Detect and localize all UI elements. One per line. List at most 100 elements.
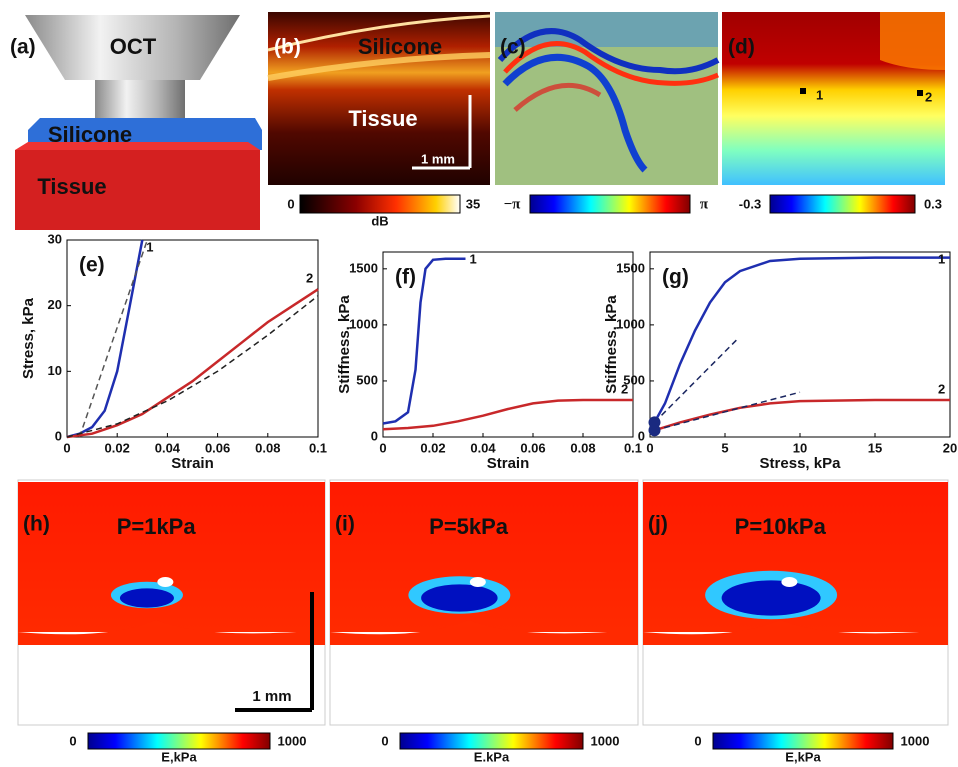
- data-line: [383, 400, 633, 429]
- colorbar-max: 1000: [278, 733, 307, 748]
- colorbar-min: 0: [69, 733, 76, 748]
- y-tick-label: 1500: [349, 260, 378, 275]
- x-tick-label: 0.04: [470, 440, 496, 455]
- colorbar-max: 1000: [591, 733, 620, 748]
- x-axis-label: Stress, kPa: [760, 455, 842, 472]
- panel-label: (d): [728, 36, 755, 59]
- colorbar-min: -0.3: [739, 196, 761, 211]
- x-tick-label: 0.02: [105, 440, 130, 455]
- colorbar: [713, 733, 893, 749]
- soft-region: [421, 584, 498, 611]
- series-label: 1: [146, 239, 153, 254]
- colorbar-unit: dB: [371, 213, 388, 228]
- series-label: 2: [306, 271, 313, 286]
- colorbar: [88, 733, 270, 749]
- y-axis-label: Stress, kPa: [20, 297, 37, 379]
- x-axis-label: Strain: [487, 455, 530, 472]
- x-tick-label: 0: [646, 440, 653, 455]
- colorbar-max: 35: [466, 196, 480, 211]
- colorbar: [400, 733, 583, 749]
- data-line: [655, 400, 951, 430]
- x-tick-label: 0.08: [570, 440, 595, 455]
- silicone-label: Silicone: [358, 34, 442, 59]
- y-axis-label: Stiffness, kPa: [603, 295, 620, 394]
- x-tick-label: 0.06: [520, 440, 545, 455]
- x-tick-label: 20: [943, 440, 957, 455]
- colorbar: [770, 195, 915, 213]
- y-tick-label: 1500: [616, 260, 645, 275]
- colorbar-min: 0: [381, 733, 388, 748]
- soft-region: [157, 577, 173, 587]
- colorbar-max: 1000: [901, 733, 930, 748]
- scale-label: 1 mm: [252, 688, 291, 705]
- plot-area: [650, 252, 950, 437]
- colorbar-min: 0: [287, 196, 294, 211]
- data-point: [649, 424, 661, 436]
- soft-region: [781, 577, 797, 587]
- y-tick-label: 500: [356, 372, 378, 387]
- x-tick-label: 0: [379, 440, 386, 455]
- x-tick-label: 0.02: [420, 440, 445, 455]
- y-tick-label: 20: [48, 297, 62, 312]
- y-tick-label: 0: [371, 428, 378, 443]
- y-tick-label: 1000: [349, 316, 378, 331]
- y-tick-label: 30: [48, 231, 62, 246]
- panel-label: (e): [79, 254, 105, 277]
- x-tick-label: 0.06: [205, 440, 230, 455]
- x-tick-label: 5: [721, 440, 728, 455]
- panel-label: (b): [274, 36, 301, 59]
- series-label: 2: [938, 381, 945, 396]
- point-label: 1: [816, 87, 823, 102]
- panel-label: (g): [662, 266, 689, 289]
- oct-label: OCT: [110, 34, 157, 59]
- colorbar: [300, 195, 460, 213]
- data-line: [67, 289, 318, 437]
- pressure-label: P=1kPa: [117, 514, 197, 539]
- phase-image: [495, 12, 718, 185]
- pressure-label: P=5kPa: [429, 514, 509, 539]
- y-axis-label: Stiffness, kPa: [336, 295, 353, 394]
- data-line: [67, 296, 318, 437]
- scale-label: 1 mm: [421, 151, 455, 166]
- colorbar-unit: E,kPa: [161, 749, 197, 764]
- colorbar-unit: E.kPa: [474, 749, 510, 764]
- colorbar-unit: E,kPa: [785, 749, 821, 764]
- silicone-label: Silicone: [48, 122, 132, 147]
- soft-region: [120, 588, 174, 607]
- strain-image: [722, 12, 945, 185]
- colorbar-max: 0.3: [924, 196, 942, 211]
- x-tick-label: 0.1: [309, 440, 327, 455]
- data-line: [655, 258, 951, 423]
- colorbar-max: π: [700, 196, 709, 212]
- data-line: [655, 340, 738, 423]
- x-tick-label: 0: [63, 440, 70, 455]
- soft-region: [722, 580, 821, 615]
- y-tick-label: 10: [48, 363, 62, 378]
- y-tick-label: 1000: [616, 316, 645, 331]
- panel-label: (a): [10, 36, 36, 59]
- panel-label: (j): [648, 513, 668, 536]
- soft-region: [470, 577, 486, 587]
- tissue-label: Tissue: [348, 106, 417, 131]
- data-line: [655, 392, 801, 430]
- y-tick-label: 0: [638, 428, 645, 443]
- pressure-label: P=10kPa: [735, 514, 827, 539]
- x-tick-label: 15: [868, 440, 882, 455]
- series-label: 1: [938, 251, 945, 266]
- y-tick-label: 500: [623, 372, 645, 387]
- panel-label: (c): [500, 36, 526, 59]
- colorbar: [530, 195, 690, 213]
- x-axis-label: Strain: [171, 455, 214, 472]
- y-tick-label: 0: [55, 428, 62, 443]
- elastogram-stiff: [18, 482, 325, 632]
- x-tick-label: 0.08: [255, 440, 280, 455]
- point-label: 2: [925, 89, 932, 104]
- x-tick-label: 0.04: [155, 440, 181, 455]
- panel-label: (h): [23, 513, 50, 536]
- panel-label: (f): [395, 266, 416, 289]
- colorbar-min: −π: [504, 196, 522, 212]
- figure: (a) OCT Silicone Tissue (b) Silicone Tis…: [0, 0, 958, 767]
- colorbar-min: 0: [694, 733, 701, 748]
- tissue-label: Tissue: [37, 174, 106, 199]
